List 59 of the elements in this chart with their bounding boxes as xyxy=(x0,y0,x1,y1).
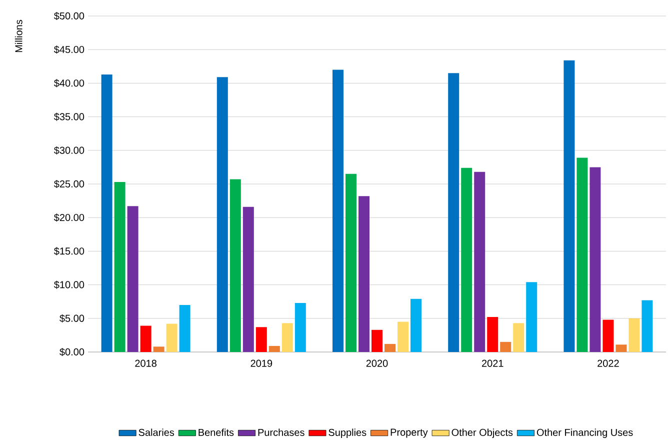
bar xyxy=(166,324,178,352)
bar xyxy=(628,318,640,352)
bar xyxy=(384,344,396,352)
bar xyxy=(179,304,190,352)
legend-label: Property xyxy=(390,428,428,438)
bar xyxy=(616,344,627,352)
bar xyxy=(576,158,588,352)
bar xyxy=(294,302,306,352)
bar xyxy=(602,320,614,352)
legend-label: Other Financing Uses xyxy=(536,428,633,438)
bar xyxy=(590,167,601,352)
y-tick-label: $0.00 xyxy=(60,348,84,356)
y-tick-label: $15.00 xyxy=(54,247,84,256)
bar xyxy=(461,168,472,352)
bar xyxy=(474,172,486,352)
legend-label: Supplies xyxy=(328,428,366,438)
bar xyxy=(282,323,293,352)
x-tick-label: 2019 xyxy=(250,360,272,367)
y-tick-label: $10.00 xyxy=(54,280,84,289)
bar xyxy=(398,322,409,352)
bar xyxy=(642,300,653,352)
legend-label: Purchases xyxy=(258,428,304,436)
bar xyxy=(140,326,152,352)
y-tick-label: $35.00 xyxy=(54,112,84,121)
y-tick-label: $30.00 xyxy=(54,146,84,154)
x-tick-label: 2020 xyxy=(366,360,388,367)
y-tick-label: $20.00 xyxy=(54,214,84,222)
bar xyxy=(500,342,512,352)
bar xyxy=(332,70,344,352)
y-tick-label: $45.00 xyxy=(54,46,84,54)
bar xyxy=(448,73,460,352)
y-tick-label: $5.00 xyxy=(60,314,84,322)
bar xyxy=(230,179,241,352)
bar xyxy=(410,298,422,352)
x-tick-label: 2021 xyxy=(482,360,504,367)
y-tick-label: $25.00 xyxy=(54,180,84,188)
bar xyxy=(242,206,254,352)
legend-label: Other Objects xyxy=(452,428,513,438)
bar xyxy=(256,327,267,352)
legend-label: Benefits xyxy=(198,428,234,436)
legend-label: Salaries xyxy=(138,428,174,436)
bar xyxy=(487,317,498,352)
bar xyxy=(564,60,575,352)
bar xyxy=(127,206,138,352)
y-tick-label: $40.00 xyxy=(54,79,84,88)
bar xyxy=(153,346,164,352)
x-tick-label: 2018 xyxy=(135,360,156,367)
y-tick-label: $50.00 xyxy=(54,12,84,20)
bar xyxy=(372,330,382,352)
bar xyxy=(358,196,370,352)
bar xyxy=(268,346,280,352)
bar xyxy=(101,74,112,352)
bar xyxy=(513,323,524,352)
bar xyxy=(216,77,228,352)
bar xyxy=(114,182,126,352)
y-axis-title: Millions xyxy=(14,20,22,52)
bar xyxy=(526,282,538,352)
bar xyxy=(346,174,356,352)
x-tick-label: 2022 xyxy=(598,360,619,367)
